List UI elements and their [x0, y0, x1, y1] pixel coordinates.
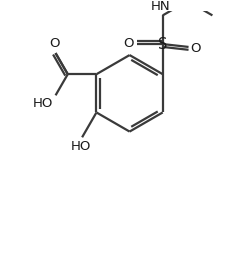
- Text: O: O: [190, 42, 201, 55]
- Text: O: O: [124, 37, 134, 50]
- Text: HO: HO: [71, 140, 91, 153]
- Text: O: O: [49, 37, 60, 50]
- Text: HN: HN: [151, 1, 171, 13]
- Text: S: S: [158, 37, 167, 52]
- Text: HO: HO: [32, 97, 53, 110]
